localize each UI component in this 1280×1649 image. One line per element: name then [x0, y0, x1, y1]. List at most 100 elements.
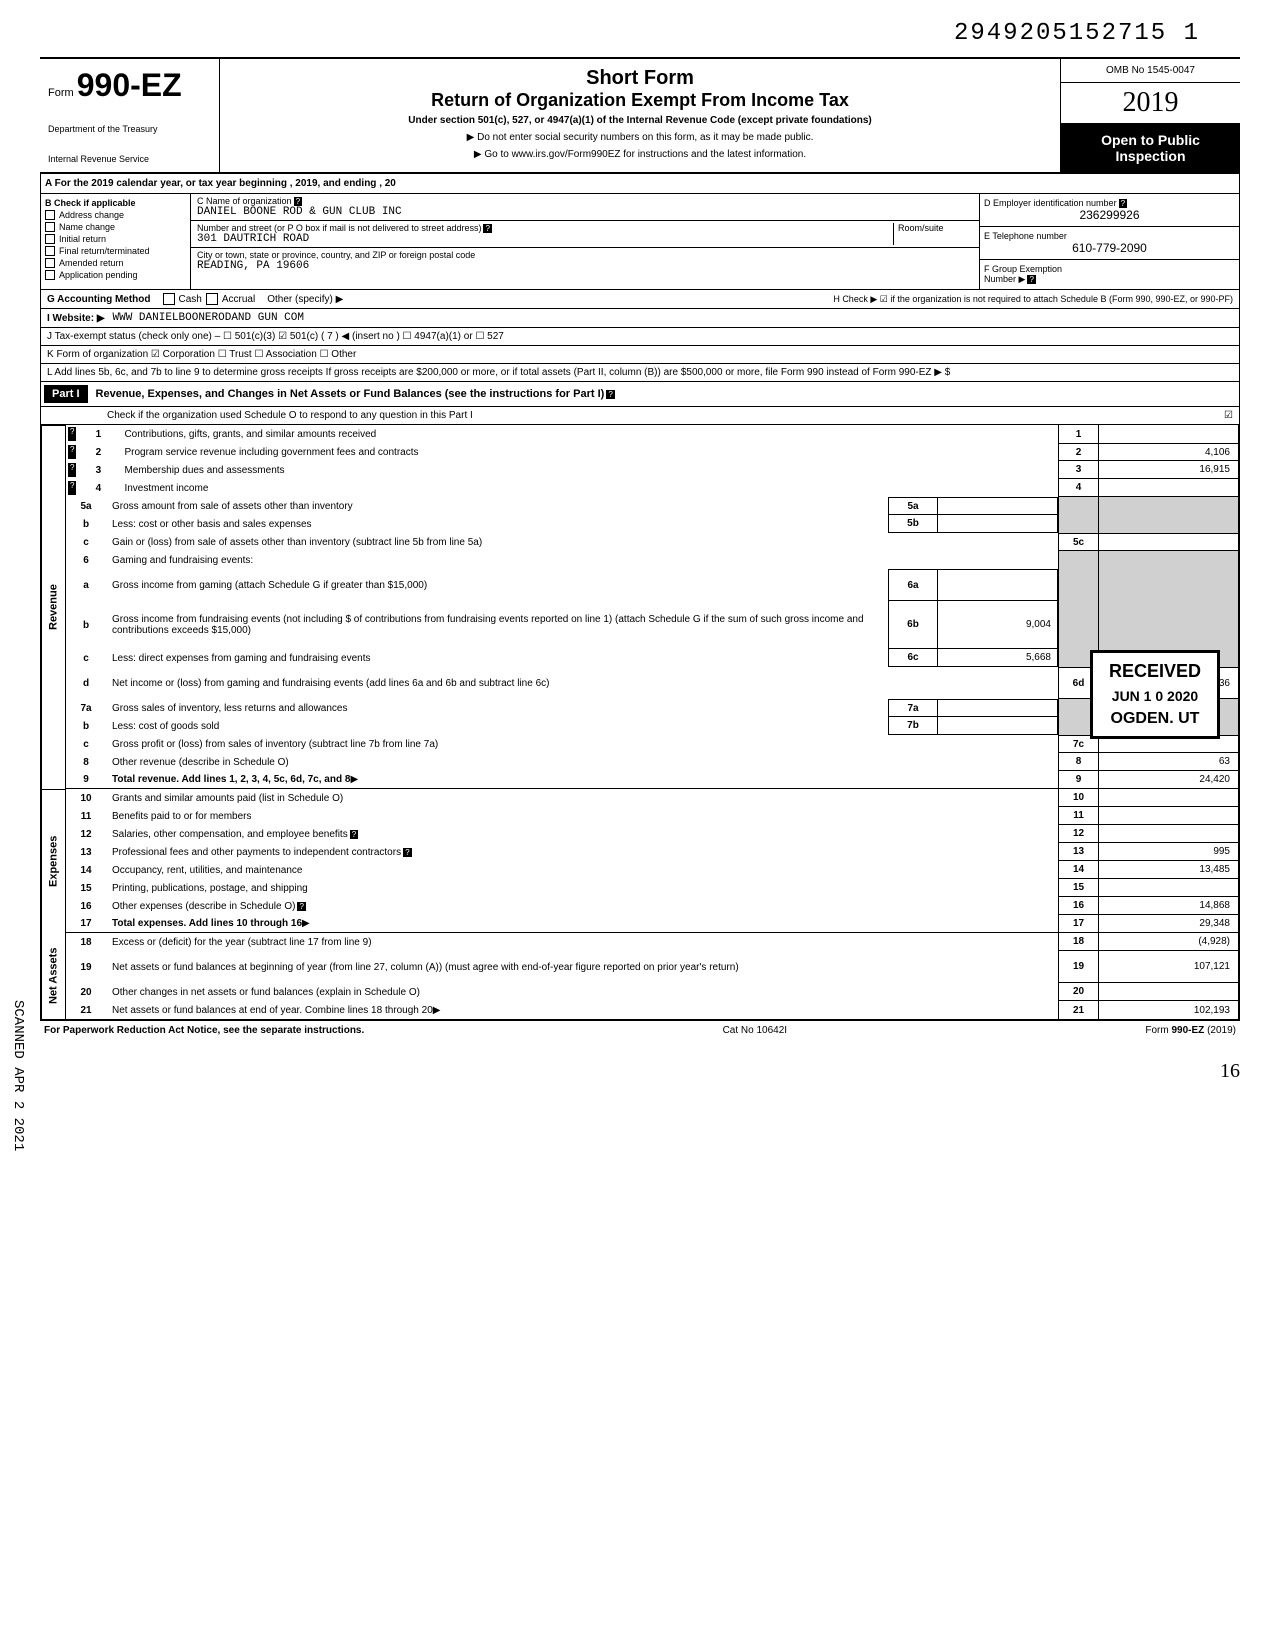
- form-header: Form 990-EZ Department of the Treasury I…: [40, 57, 1240, 174]
- line-num-4: 4: [78, 479, 118, 497]
- line-num-5b: b: [66, 515, 106, 533]
- line-num-5c: c: [66, 533, 106, 551]
- line-6a-desc: Gross income from gaming (attach Schedul…: [106, 569, 888, 601]
- footer-left: For Paperwork Reduction Act Notice, see …: [44, 1025, 364, 1036]
- expenses-label: Expenses: [41, 789, 65, 933]
- line-16-val: 14,868: [1098, 897, 1238, 915]
- org-info: C Name of organization? DANIEL BOONE ROD…: [191, 194, 979, 289]
- line-19-val: 107,121: [1098, 951, 1238, 983]
- checkbox-address-change[interactable]: Address change: [45, 210, 186, 220]
- part-1-label: Part I: [44, 385, 88, 403]
- ein-value: 236299926: [984, 208, 1235, 222]
- footer-center: Cat No 10642I: [723, 1025, 788, 1036]
- line-num-13: 13: [66, 843, 106, 861]
- stamp-received: RECEIVED: [1109, 661, 1201, 682]
- checkbox-cash[interactable]: [163, 293, 175, 305]
- netassets-label: Net Assets: [41, 933, 65, 1019]
- section-d-label: D Employer identification number?: [984, 198, 1235, 208]
- line-num-11: 11: [66, 807, 106, 825]
- dept-treasury: Department of the Treasury: [48, 124, 211, 134]
- line-16-desc: Other expenses (describe in Schedule O)?: [106, 897, 1058, 915]
- section-j-text: J Tax-exempt status (check only one) – ☐…: [47, 331, 504, 342]
- part-1-check-row: Check if the organization used Schedule …: [40, 407, 1240, 425]
- line-num-5a: 5a: [66, 497, 106, 515]
- line-9-val: 24,420: [1098, 771, 1238, 788]
- instruction-2: ▶ Go to www.irs.gov/Form990EZ for instru…: [228, 149, 1052, 160]
- checkbox-final-return[interactable]: Final return/terminated: [45, 246, 186, 256]
- section-l-row: L Add lines 5b, 6c, and 7b to line 9 to …: [40, 364, 1240, 382]
- line-2-desc: Program service revenue including govern…: [118, 443, 1058, 461]
- line-13-desc: Professional fees and other payments to …: [106, 843, 1058, 861]
- section-i-label: I Website: ▶: [47, 313, 105, 324]
- website-value: WWW DANIELBOONERODAND GUN COM: [113, 312, 304, 324]
- line-6-desc: Gaming and fundraising events:: [106, 551, 1058, 569]
- line-num-20: 20: [66, 983, 106, 1001]
- section-l-text: L Add lines 5b, 6c, and 7b to line 9 to …: [47, 367, 950, 378]
- section-h: H Check ▶ ☑ if the organization is not r…: [833, 294, 1233, 305]
- section-i-row: I Website: ▶ WWW DANIELBOONERODAND GUN C…: [40, 309, 1240, 328]
- checkbox-amended-return[interactable]: Amended return: [45, 258, 186, 268]
- line-6b-desc: Gross income from fundraising events (no…: [106, 601, 888, 649]
- line-21-val: 102,193: [1098, 1001, 1238, 1019]
- line-5c-desc: Gain or (loss) from sale of assets other…: [106, 533, 1058, 551]
- line-19-desc: Net assets or fund balances at beginning…: [106, 951, 1058, 983]
- right-info: D Employer identification number? 236299…: [979, 194, 1239, 289]
- line-11-desc: Benefits paid to or for members: [106, 807, 1058, 825]
- line-6d-desc: Net income or (loss) from gaming and fun…: [106, 667, 1058, 699]
- title-box: Short Form Return of Organization Exempt…: [220, 59, 1060, 172]
- part-1-check-text: Check if the organization used Schedule …: [107, 410, 473, 421]
- line-18-val: (4,928): [1098, 933, 1238, 951]
- revenue-label: Revenue: [41, 425, 65, 789]
- subtitle: Under section 501(c), 527, or 4947(a)(1)…: [228, 115, 1052, 126]
- form-number-box: Form 990-EZ Department of the Treasury I…: [40, 59, 220, 172]
- line-5b-desc: Less: cost or other basis and sales expe…: [106, 515, 888, 533]
- checkbox-name-change[interactable]: Name change: [45, 222, 186, 232]
- line-21-desc: Net assets or fund balances at end of ye…: [106, 1001, 1058, 1019]
- line-18-desc: Excess or (deficit) for the year (subtra…: [106, 933, 1058, 951]
- stamp-date: JUN 1 0 2020: [1109, 688, 1201, 704]
- checkbox-accrual[interactable]: [206, 293, 218, 305]
- section-e-label: E Telephone number: [984, 231, 1235, 241]
- line-5c-val: [1098, 533, 1238, 551]
- line-3-val: 16,915: [1098, 461, 1238, 479]
- footer-right: Form 990-EZ (2019): [1145, 1025, 1236, 1036]
- checkbox-initial-return[interactable]: Initial return: [45, 234, 186, 244]
- line-12-desc: Salaries, other compensation, and employ…: [106, 825, 1058, 843]
- line-7c-desc: Gross profit or (loss) from sales of inv…: [106, 735, 1058, 753]
- line-1-desc: Contributions, gifts, grants, and simila…: [118, 425, 1058, 443]
- line-14-desc: Occupancy, rent, utilities, and maintena…: [106, 861, 1058, 879]
- line-num-17: 17: [66, 915, 106, 932]
- irs-label: Internal Revenue Service: [48, 154, 211, 164]
- line-7a-desc: Gross sales of inventory, less returns a…: [106, 699, 888, 717]
- line-17-desc: Total expenses. Add lines 10 through 16 …: [106, 915, 1058, 932]
- line-5a-desc: Gross amount from sale of assets other t…: [106, 497, 888, 515]
- section-k-text: K Form of organization ☑ Corporation ☐ T…: [47, 349, 356, 360]
- tax-year: 2019: [1061, 83, 1240, 124]
- line-8-desc: Other revenue (describe in Schedule O): [106, 753, 1058, 771]
- line-12-val: [1098, 825, 1238, 843]
- section-j-row: J Tax-exempt status (check only one) – ☐…: [40, 328, 1240, 346]
- line-7b-desc: Less: cost of goods sold: [106, 717, 888, 735]
- line-8-val: 63: [1098, 753, 1238, 771]
- footer: For Paperwork Reduction Act Notice, see …: [40, 1020, 1240, 1040]
- line-20-val: [1098, 983, 1238, 1001]
- line-13-val: 995: [1098, 843, 1238, 861]
- omb-number: OMB No 1545-0047: [1061, 59, 1240, 83]
- checkbox-application-pending[interactable]: Application pending: [45, 270, 186, 280]
- line-num-16: 16: [66, 897, 106, 915]
- address-label: Number and street (or P O box if mail is…: [197, 223, 885, 233]
- section-c-label: C Name of organization?: [197, 196, 965, 206]
- org-address: 301 DAUTRICH ROAD: [197, 233, 893, 245]
- page-number: 16: [40, 1060, 1240, 1083]
- line-3-desc: Membership dues and assessments: [118, 461, 1058, 479]
- line-num-18: 18: [66, 933, 106, 951]
- section-g-label: G Accounting Method: [47, 294, 151, 305]
- line-6b-subval: 9,004: [938, 601, 1058, 649]
- line-num-15: 15: [66, 879, 106, 897]
- line-num-6d: d: [66, 667, 106, 699]
- line-15-val: [1098, 879, 1238, 897]
- line-2-val: 4,106: [1098, 443, 1238, 461]
- line-4-desc: Investment income: [118, 479, 1058, 497]
- line-num-7a: 7a: [66, 699, 106, 717]
- section-g-row: G Accounting Method Cash Accrual Other (…: [40, 290, 1240, 309]
